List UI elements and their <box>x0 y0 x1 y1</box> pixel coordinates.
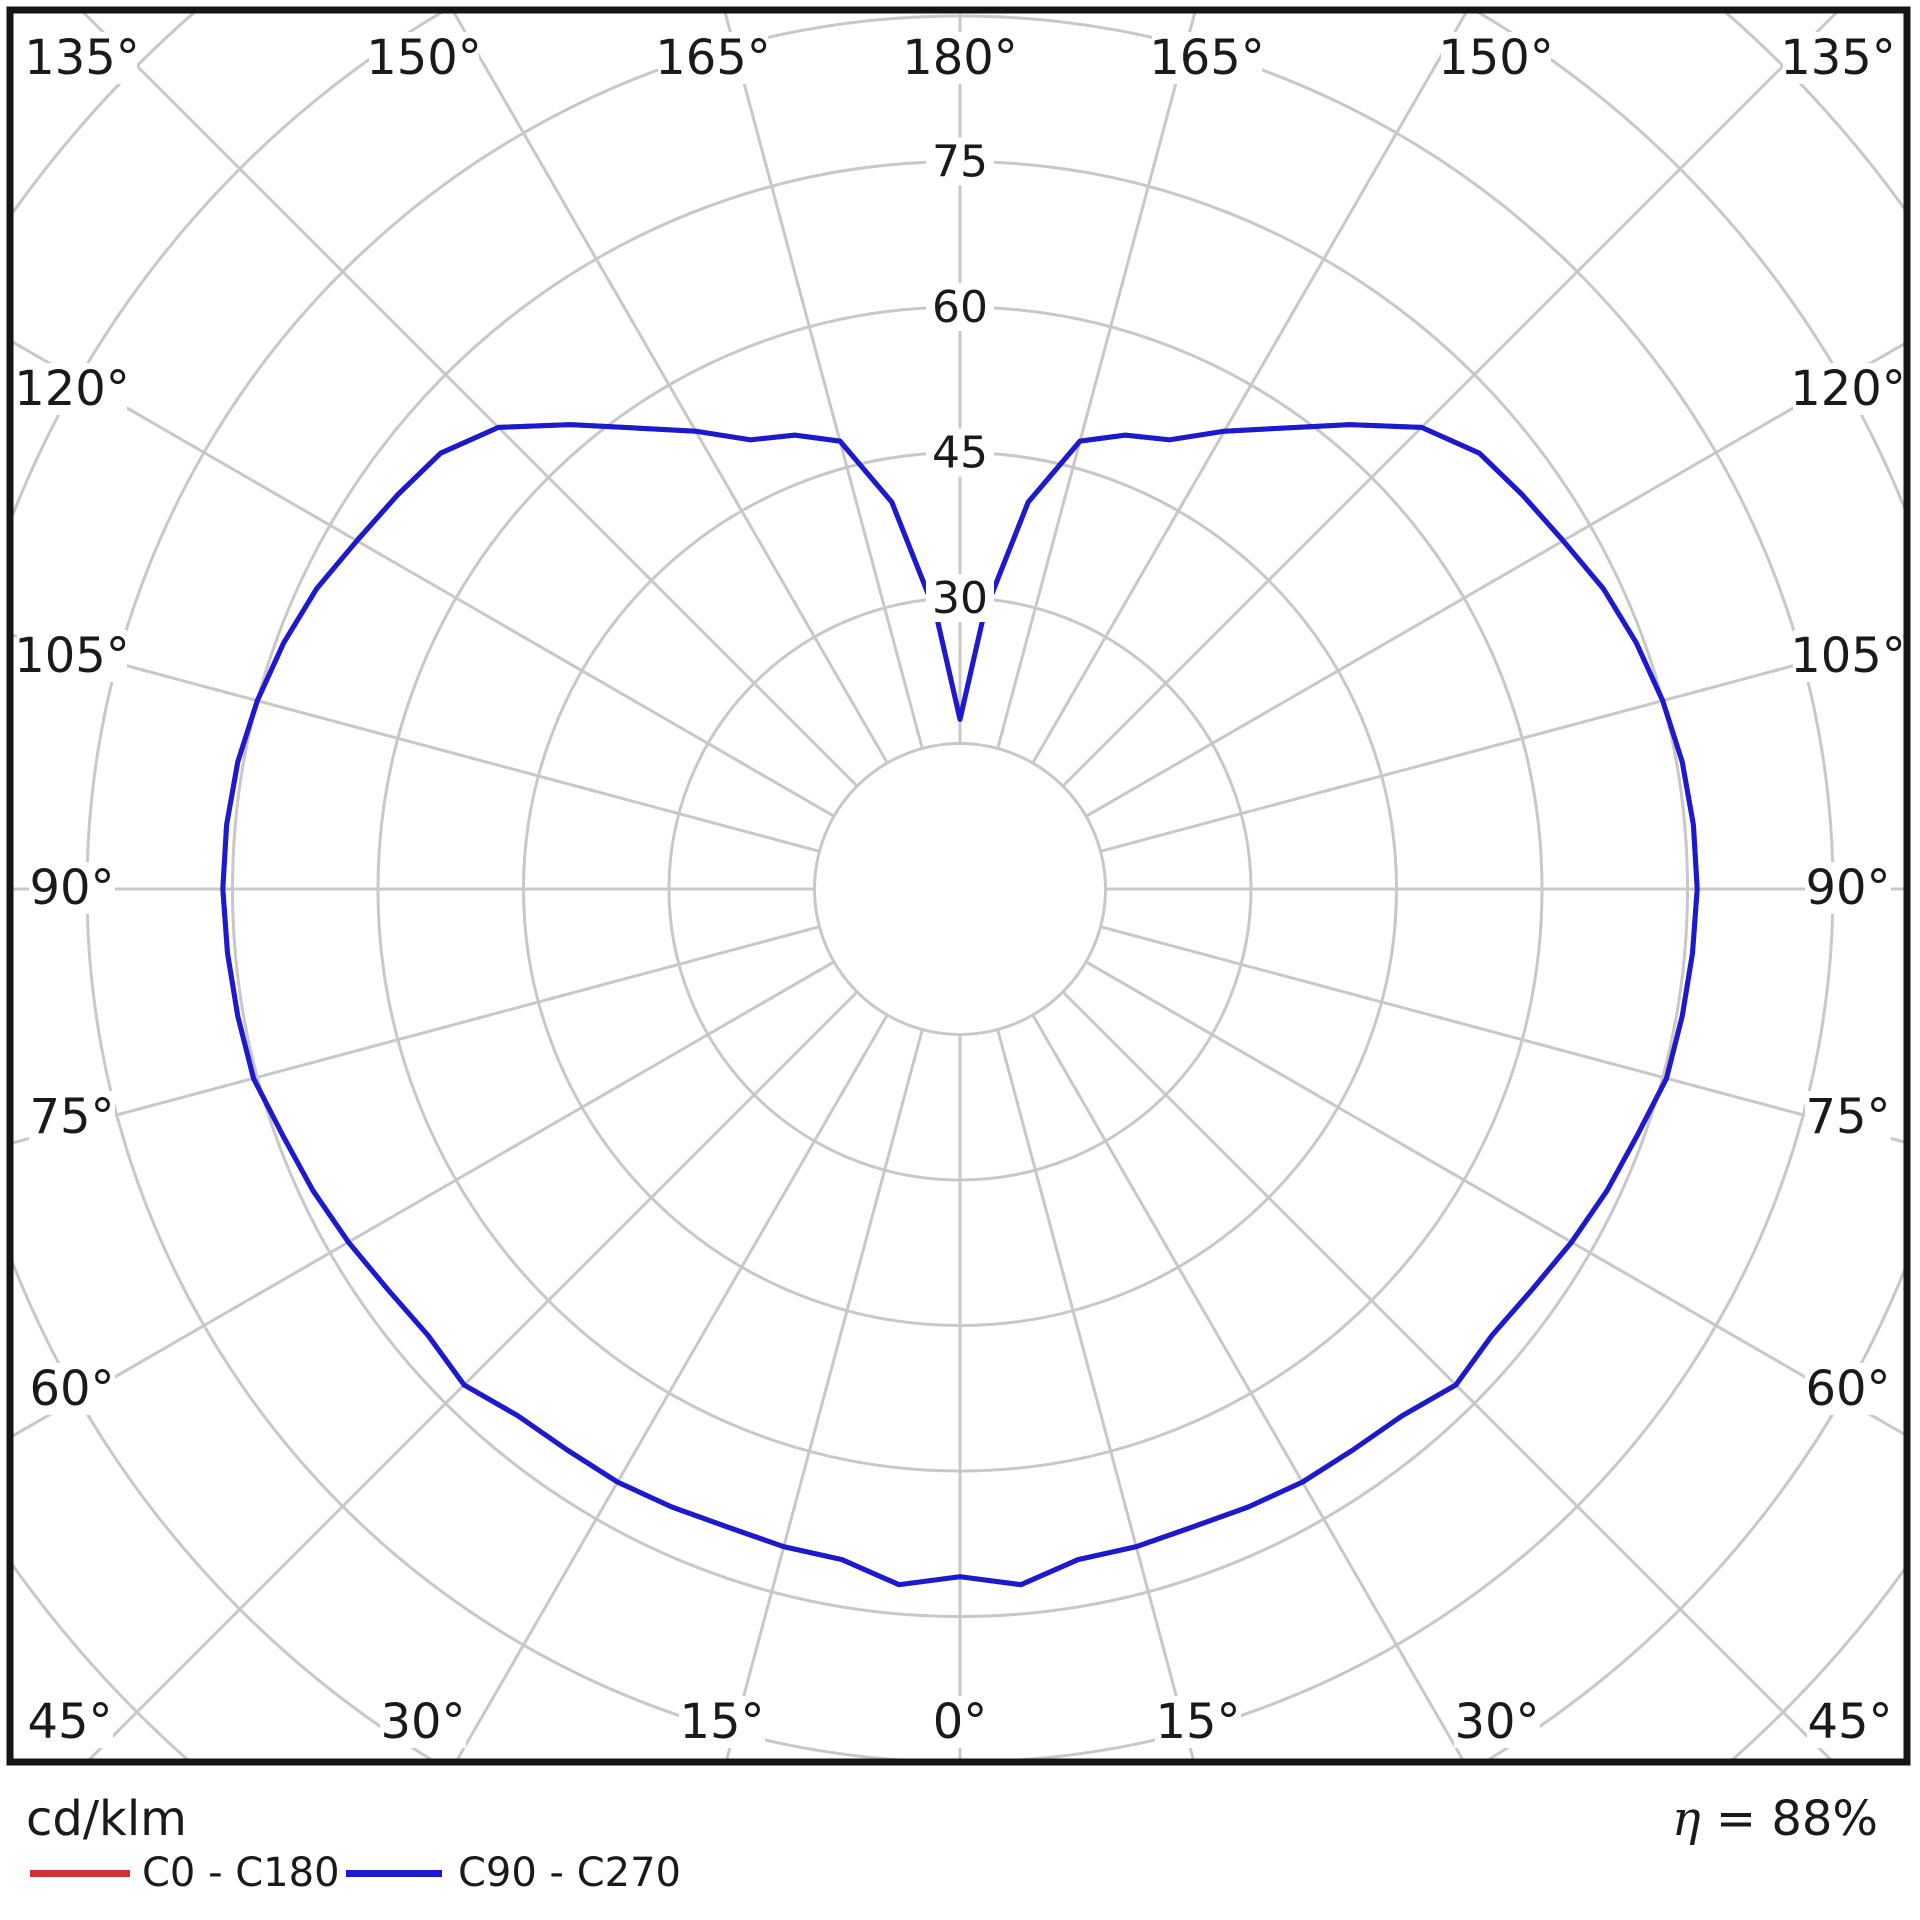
angle-label-bg <box>29 862 115 914</box>
angle-label: 105° <box>1790 628 1906 684</box>
eta-symbol: η <box>1671 1791 1701 1847</box>
grid-spoke-225 <box>81 13 859 788</box>
angle-label: 60° <box>1805 1361 1890 1417</box>
angle-label: 165° <box>1149 30 1265 86</box>
angle-label-bg <box>679 1696 765 1748</box>
angle-label-bg <box>905 32 1015 84</box>
grid-spoke-330 <box>455 1014 889 1759</box>
angle-label-bg <box>1805 1091 1891 1143</box>
angle-label-bg <box>17 363 127 415</box>
grid-spoke-75 <box>1100 925 1904 1144</box>
angle-label-bg <box>1155 1696 1241 1748</box>
angle-label: 135° <box>24 30 140 86</box>
radial-label-bg-45 <box>926 428 994 477</box>
angle-label: 150° <box>366 30 482 86</box>
angle-label-bg <box>29 1363 115 1415</box>
plot-frame <box>6 6 1911 1766</box>
angle-label: 120° <box>14 361 130 417</box>
radial-label-bg-60 <box>926 283 994 331</box>
eta-value: = 88% <box>1700 1791 1878 1847</box>
c0-c180-label: C0 - C180 <box>142 1850 340 1896</box>
grid-spoke-105 <box>1100 634 1904 853</box>
angle-label: 30° <box>380 1694 465 1750</box>
angle-label: 15° <box>679 1694 764 1750</box>
angle-label-bg <box>929 1696 991 1748</box>
angle-label-bg <box>1805 862 1891 914</box>
radial-label-45: 45 <box>932 428 988 479</box>
grid-spoke-60 <box>1085 960 1904 1436</box>
curves <box>220 422 1700 1588</box>
angle-label: 0° <box>933 1694 988 1750</box>
grid-spoke-285 <box>13 925 820 1145</box>
radial-label-bg-75 <box>926 137 994 186</box>
grid-spoke-15 <box>996 1029 1195 1759</box>
grid-spoke-300 <box>13 960 835 1438</box>
angle-label: 135° <box>1780 30 1896 86</box>
units-label: cd/klm <box>26 1791 187 1847</box>
angle-label: 45° <box>27 1694 112 1750</box>
angle-label: 120° <box>1790 361 1906 417</box>
angle-label: 75° <box>29 1089 114 1145</box>
grid-spoke-120 <box>1085 342 1904 818</box>
grid-ring-15 <box>813 742 1107 1036</box>
angle-label: 30° <box>1454 1694 1539 1750</box>
angle-label: 60° <box>29 1361 114 1417</box>
angle-label-bg <box>27 1696 113 1748</box>
grid-spoke-45 <box>1061 990 1833 1759</box>
curve-c90-c270 <box>220 422 1700 1588</box>
angle-label-bg <box>1807 1696 1893 1748</box>
radial-label-75: 75 <box>932 137 988 188</box>
radial-tick-labels: 30 45 60 75 <box>926 137 994 624</box>
angle-label: 75° <box>1805 1089 1890 1145</box>
c90-c270-label: C90 - C270 <box>458 1850 681 1896</box>
angle-label: 90° <box>29 860 114 916</box>
grid-spoke-195 <box>723 13 924 749</box>
grid-spoke-240 <box>13 340 835 818</box>
angle-label-bg <box>27 32 137 84</box>
grid-spoke-315 <box>87 990 859 1759</box>
angle-label-bg <box>369 32 479 84</box>
grid-spoke-165 <box>996 13 1197 749</box>
angle-label: 150° <box>1438 30 1554 86</box>
angle-label: 90° <box>1805 860 1890 916</box>
efficiency-label: η = 88% <box>1672 1793 1878 1846</box>
angle-label-bg <box>1441 32 1551 84</box>
radial-label-30: 30 <box>932 573 988 624</box>
grid-spoke-210 <box>452 13 889 764</box>
grid-spoke-255 <box>13 633 820 853</box>
angle-label-bg <box>29 1091 115 1143</box>
angle-label-bg <box>17 630 127 682</box>
grid-spoke-135 <box>1061 13 1839 788</box>
grid-spoke-150 <box>1031 13 1468 764</box>
grid-spoke-30 <box>1031 1014 1465 1759</box>
angle-label-bg <box>1454 1696 1540 1748</box>
angle-labels: 135° 150° 165° 180° 165° 150° 135° 120° 105° 90° 7… <box>14 30 1906 1750</box>
angle-label-bg <box>1793 630 1903 682</box>
angle-label-bg <box>1793 363 1903 415</box>
angle-label-bg <box>1783 32 1893 84</box>
angle-label: 105° <box>14 628 130 684</box>
c90-c270-line-swatch <box>346 1870 442 1877</box>
angle-label-bg <box>380 1696 466 1748</box>
angle-label: 180° <box>902 30 1018 86</box>
radial-label-bg-30 <box>926 574 994 622</box>
angle-label: 45° <box>1807 1694 1892 1750</box>
angle-label-bg <box>658 32 768 84</box>
c0-c180-line-swatch <box>30 1870 130 1877</box>
angle-label: 165° <box>655 30 771 86</box>
grid-spoke-345 <box>725 1029 924 1759</box>
radial-label-60: 60 <box>932 282 988 333</box>
angle-label: 15° <box>1155 1694 1240 1750</box>
angle-label-bg <box>1805 1363 1891 1415</box>
angle-label-bg <box>1152 32 1262 84</box>
